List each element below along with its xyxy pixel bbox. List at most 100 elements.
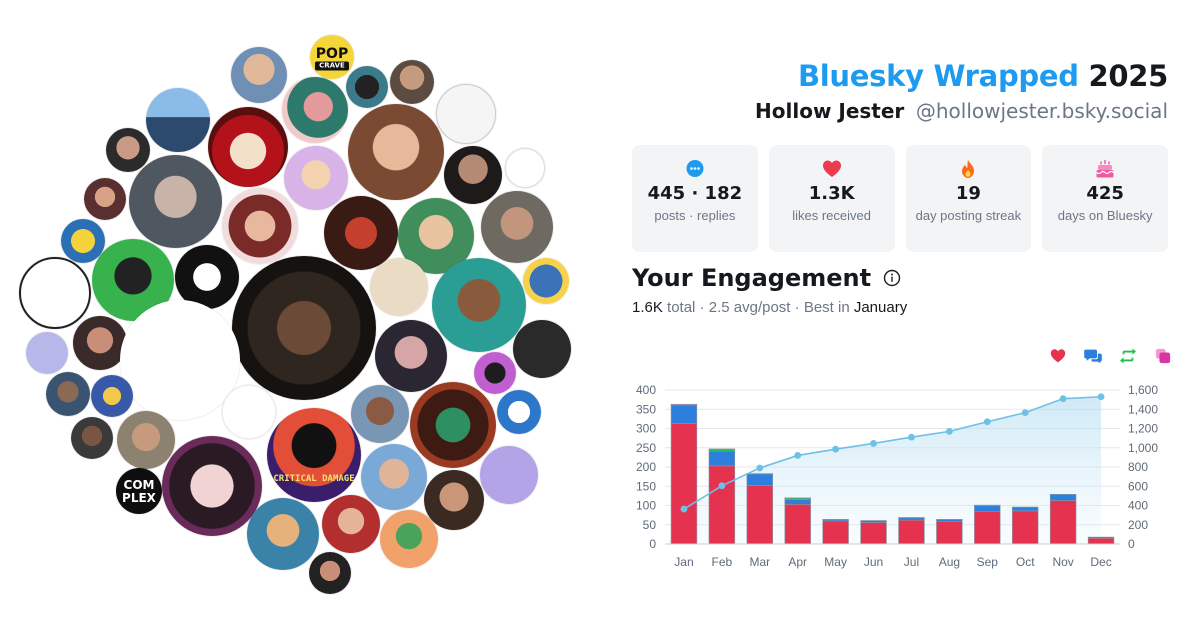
cumulative-point (1059, 395, 1067, 403)
y-tick-label-right: 400 (1128, 499, 1148, 513)
avatar[interactable] (480, 446, 538, 504)
avatar[interactable] (444, 146, 502, 204)
avatar[interactable] (346, 66, 388, 108)
avatar[interactable]: COM PLEX (116, 468, 162, 514)
avatar[interactable] (129, 155, 222, 248)
avatar[interactable] (222, 385, 276, 439)
cumulative-point (756, 464, 764, 472)
avatar[interactable] (117, 411, 175, 469)
x-tick-label: Jul (904, 555, 919, 569)
avatar[interactable] (84, 178, 126, 220)
avatar[interactable] (481, 191, 553, 263)
avatar[interactable] (309, 552, 351, 594)
speech-bubble-icon (686, 160, 704, 177)
avatar[interactable] (19, 257, 91, 329)
x-tick-label: Oct (1016, 555, 1035, 569)
avatar[interactable] (26, 332, 68, 374)
legend-likes[interactable] (1049, 347, 1067, 365)
stat-card-days: 425 days on Bluesky (1042, 145, 1168, 252)
avatar[interactable] (324, 196, 398, 270)
avatar[interactable] (175, 245, 239, 309)
avatar[interactable] (497, 390, 541, 434)
repost-icon (1120, 348, 1136, 364)
avatar[interactable] (348, 104, 444, 200)
stat-value: 445 · 182 (647, 183, 743, 204)
stat-label: posts · replies (654, 208, 736, 223)
legend-reposts[interactable] (1119, 347, 1137, 365)
avatar[interactable] (73, 316, 127, 370)
avatar[interactable] (46, 372, 90, 416)
avatar-cloud: POP CRAVE CRITICAL DAMAGE COM PLEX (19, 35, 571, 594)
legend-quotes[interactable] (1154, 347, 1172, 365)
cumulative-point (945, 427, 953, 435)
stat-label: days on Bluesky (1057, 208, 1153, 223)
avatar[interactable] (322, 495, 380, 553)
bar-replies (860, 520, 887, 523)
critical-damage-logo-text: CRITICAL DAMAGE (273, 474, 355, 485)
bar-likes (974, 510, 1001, 545)
avatar[interactable] (146, 88, 210, 152)
avatar[interactable] (474, 352, 516, 394)
bar-likes (1012, 510, 1039, 545)
quote-icon (1155, 348, 1171, 364)
info-icon[interactable] (883, 269, 901, 287)
avatar[interactable] (505, 148, 545, 188)
avatar[interactable] (71, 417, 113, 459)
x-tick-label: Dec (1090, 555, 1111, 569)
avatar[interactable] (436, 84, 496, 144)
bar-quotes (670, 403, 698, 406)
bar-likes (898, 519, 925, 545)
avatar[interactable] (361, 444, 427, 510)
avatar[interactable] (410, 382, 496, 468)
cumulative-point (870, 440, 877, 447)
avatar[interactable] (106, 128, 150, 172)
avatar[interactable] (247, 498, 319, 570)
avatar[interactable] (432, 258, 526, 352)
bar-replies (784, 499, 811, 505)
bar-replies (1049, 494, 1077, 501)
avatar[interactable]: POP CRAVE (310, 35, 354, 79)
avatar[interactable] (232, 256, 376, 400)
user-identity: Hollow Jester @hollowjester.bsky.social (755, 98, 1168, 125)
year-title: 2025 (1088, 59, 1168, 93)
stat-value: 425 (1086, 183, 1124, 204)
cumulative-point (1021, 409, 1029, 417)
avatar[interactable] (284, 146, 348, 210)
user-handle[interactable]: @hollowjester.bsky.social (915, 99, 1168, 123)
avatar[interactable] (380, 510, 438, 568)
avatar[interactable] (523, 258, 569, 304)
avatar[interactable] (282, 77, 348, 143)
bar-likes (936, 521, 963, 545)
y-tick-label-left: 350 (636, 402, 656, 416)
legend-replies[interactable] (1084, 347, 1102, 365)
bar-likes (1049, 500, 1077, 545)
bar-likes (708, 465, 736, 545)
avatar[interactable] (162, 436, 262, 536)
avatar[interactable] (390, 60, 434, 104)
avatar[interactable] (208, 107, 288, 187)
stat-card-streak: 19 day posting streak (905, 145, 1032, 252)
x-tick-label: Jan (674, 555, 693, 569)
best-prefix: Best in (803, 299, 850, 316)
x-tick-label: Aug (939, 555, 960, 569)
avatar[interactable] (61, 219, 105, 263)
avatar[interactable] (375, 320, 447, 392)
total-value: 1.6K (632, 299, 663, 316)
avatar[interactable] (120, 300, 240, 420)
y-tick-label-left: 200 (636, 460, 656, 474)
avatar[interactable] (231, 47, 287, 103)
avatar[interactable] (91, 375, 133, 417)
avatar[interactable]: CRITICAL DAMAGE (267, 408, 361, 502)
stat-card-posts: 445 · 182 posts · replies (632, 145, 758, 252)
y-tick-label-right: 800 (1128, 460, 1148, 474)
engagement-chart: 0 0 50 200 100 400 150 600 200 800 250 1,000 300 1,20… (636, 383, 1158, 569)
bar-likes (822, 520, 849, 545)
x-tick-label: Sep (977, 555, 999, 569)
avatar[interactable] (424, 470, 484, 530)
avatar[interactable] (351, 385, 409, 443)
avatar[interactable] (370, 258, 428, 316)
y-tick-label-left: 150 (636, 479, 656, 493)
bar-likes (670, 423, 698, 545)
avatar[interactable] (513, 320, 571, 378)
avatar[interactable] (222, 188, 298, 264)
